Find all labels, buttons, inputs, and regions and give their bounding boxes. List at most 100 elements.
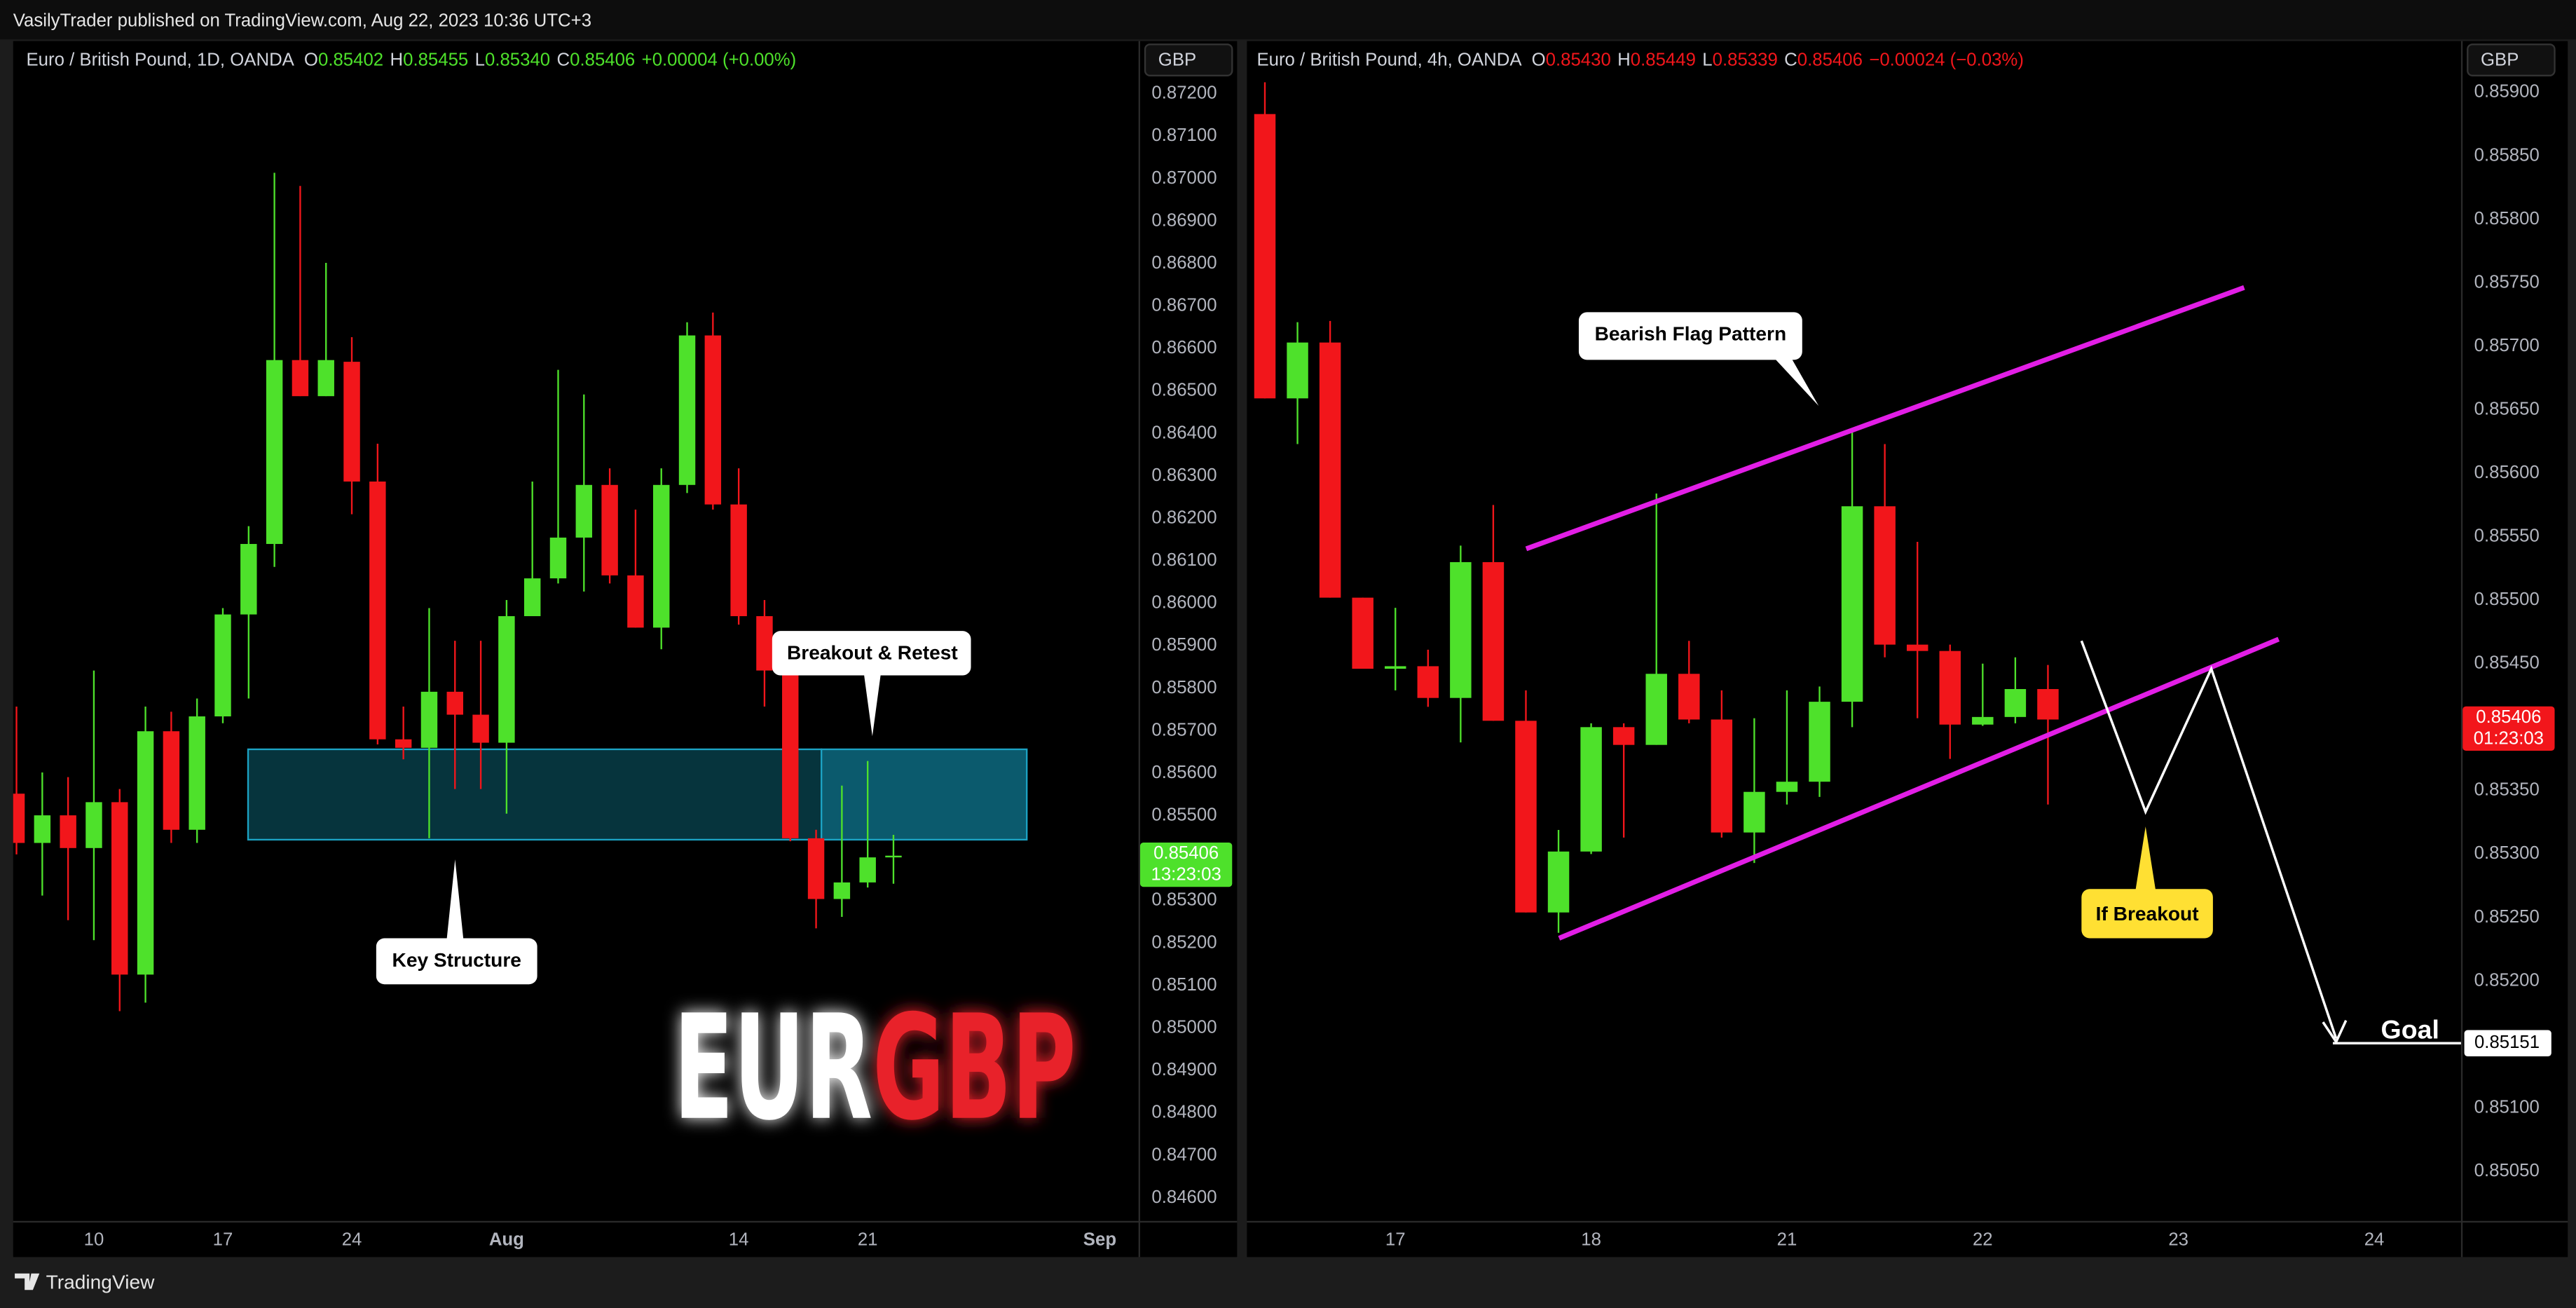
legend-value: 0.85402 [318, 50, 383, 70]
x-tick-label: 21 [1777, 1230, 1797, 1250]
legend-value: 0.85339 [1713, 50, 1778, 70]
y-tick-label: 0.85500 [1151, 805, 1217, 825]
left-drawings: Breakout & Retest Key Structure EURGBP [13, 172, 1076, 1152]
candle-body [653, 484, 670, 628]
callout [2081, 826, 2213, 939]
x-tick-label: 17 [213, 1230, 233, 1250]
callout-text: If Breakout [2096, 903, 2200, 925]
y-tick-label: 0.85800 [1151, 678, 1217, 697]
candle-body [1482, 561, 1505, 721]
x-tick-label: 23 [2168, 1230, 2188, 1250]
legend-value: 0.85340 [485, 50, 550, 70]
candle-body [549, 537, 567, 579]
watermark-part: GBP [872, 983, 1076, 1152]
candle-body [2037, 689, 2059, 720]
candle-body [859, 857, 876, 883]
candle-body [60, 815, 76, 848]
legend-key: H [390, 50, 404, 70]
currency-button[interactable] [1144, 43, 1233, 77]
y-tick-label: 0.86500 [1151, 381, 1217, 400]
candle-body [395, 739, 412, 748]
candle-body [343, 362, 360, 482]
y-tick-label: 0.85100 [2474, 1097, 2540, 1117]
legend-change: +0.00004 (+0.00%) [642, 50, 797, 70]
x-tick-label: Aug [489, 1230, 524, 1250]
legend: Euro / British Pound, 1D, OANDA O0.85402 H… [27, 50, 797, 70]
candle-body [1874, 506, 1896, 645]
y-tick-label: 0.85800 [2474, 209, 2540, 229]
y-tick-label: 0.85900 [2474, 82, 2540, 102]
legend-value: 0.85455 [403, 50, 468, 70]
y-tick-label: 0.84900 [1151, 1060, 1217, 1079]
candle-body [1612, 727, 1635, 745]
y-tick-label: 0.84600 [1151, 1187, 1217, 1207]
candle-body [472, 714, 489, 743]
brand-logo [15, 1273, 40, 1290]
y-tick-label: 0.86900 [1151, 210, 1217, 230]
candle-body [317, 360, 334, 397]
y-tick-label: 0.87200 [1151, 83, 1217, 103]
candle-body [137, 731, 154, 975]
y-tick-label: 0.86800 [1151, 253, 1217, 273]
candle-body [885, 855, 902, 858]
candle-body [369, 481, 386, 740]
publisher-line: VasilyTrader published on TradingView.co… [13, 11, 591, 30]
candle-body [2004, 689, 2027, 717]
brand-name: TradingView [46, 1271, 155, 1293]
currency-label[interactable]: GBP [1158, 50, 1196, 70]
candle-body [1678, 674, 1700, 720]
currency-label[interactable]: GBP [2481, 50, 2519, 70]
legend-value: 0.85406 [570, 50, 635, 70]
candle-body [1776, 782, 1798, 792]
x-tick-label: 24 [342, 1230, 362, 1250]
candle-body [807, 838, 825, 899]
watermark-part: EUR [673, 983, 872, 1152]
y-tick-label: 0.86300 [1151, 465, 1217, 485]
legend: Euro / British Pound, 4h, OANDA O0.85430 H… [1256, 50, 2023, 70]
legend-key: C [557, 50, 570, 70]
candle-body [240, 544, 257, 615]
candle-body [1450, 561, 1472, 698]
y-tick-label: 0.85350 [2474, 780, 2540, 800]
candle-body [1417, 666, 1439, 698]
y-tick-label: 0.84800 [1151, 1103, 1217, 1122]
y-tick-label: 0.87100 [1151, 125, 1217, 145]
y-tick-label: 0.85200 [1151, 932, 1217, 952]
countdown: 13:23:03 [1151, 865, 1221, 885]
candle-body [1972, 716, 1994, 725]
last-price: 0.85406 [2476, 707, 2541, 727]
callout-text: Key Structure [392, 949, 521, 971]
candle-body [1352, 597, 1373, 669]
legend-change: −0.00024 (−0.03%) [1869, 50, 2024, 70]
candle-body [13, 793, 25, 843]
y-tick-label: 0.84700 [1151, 1145, 1217, 1164]
y-tick-label: 0.85700 [2474, 336, 2540, 355]
currency-button[interactable] [2467, 43, 2556, 77]
legend-key: C [1784, 50, 1797, 70]
candle-body [730, 504, 747, 617]
candle-body [704, 335, 722, 505]
y-tick-label: 0.85000 [1151, 1018, 1217, 1037]
y-tick-label: 0.85450 [2474, 653, 2540, 673]
goal-price: 0.85151 [2474, 1033, 2540, 1052]
last-price: 0.85406 [1153, 843, 1219, 863]
candle-body [1547, 851, 1570, 913]
y-tick-label: 0.86700 [1151, 296, 1217, 315]
y-tick-label: 0.85900 [1151, 635, 1217, 655]
y-tick-label: 0.86400 [1151, 423, 1217, 442]
y-tick-label: 0.85200 [2474, 970, 2540, 990]
y-tick-label: 0.85750 [2474, 272, 2540, 292]
legend-key: O [304, 50, 318, 70]
plot-area [13, 172, 902, 1011]
candle-body [1645, 674, 1667, 745]
x-tick-label: 10 [84, 1230, 104, 1250]
structure-zone [247, 748, 823, 841]
plot-area [1254, 82, 2059, 933]
candle-body [627, 575, 644, 628]
y-tick-label: 0.85300 [2474, 843, 2540, 863]
candle-body [266, 360, 283, 545]
y-tick-label: 0.86100 [1151, 550, 1217, 570]
callout [1578, 312, 1819, 407]
